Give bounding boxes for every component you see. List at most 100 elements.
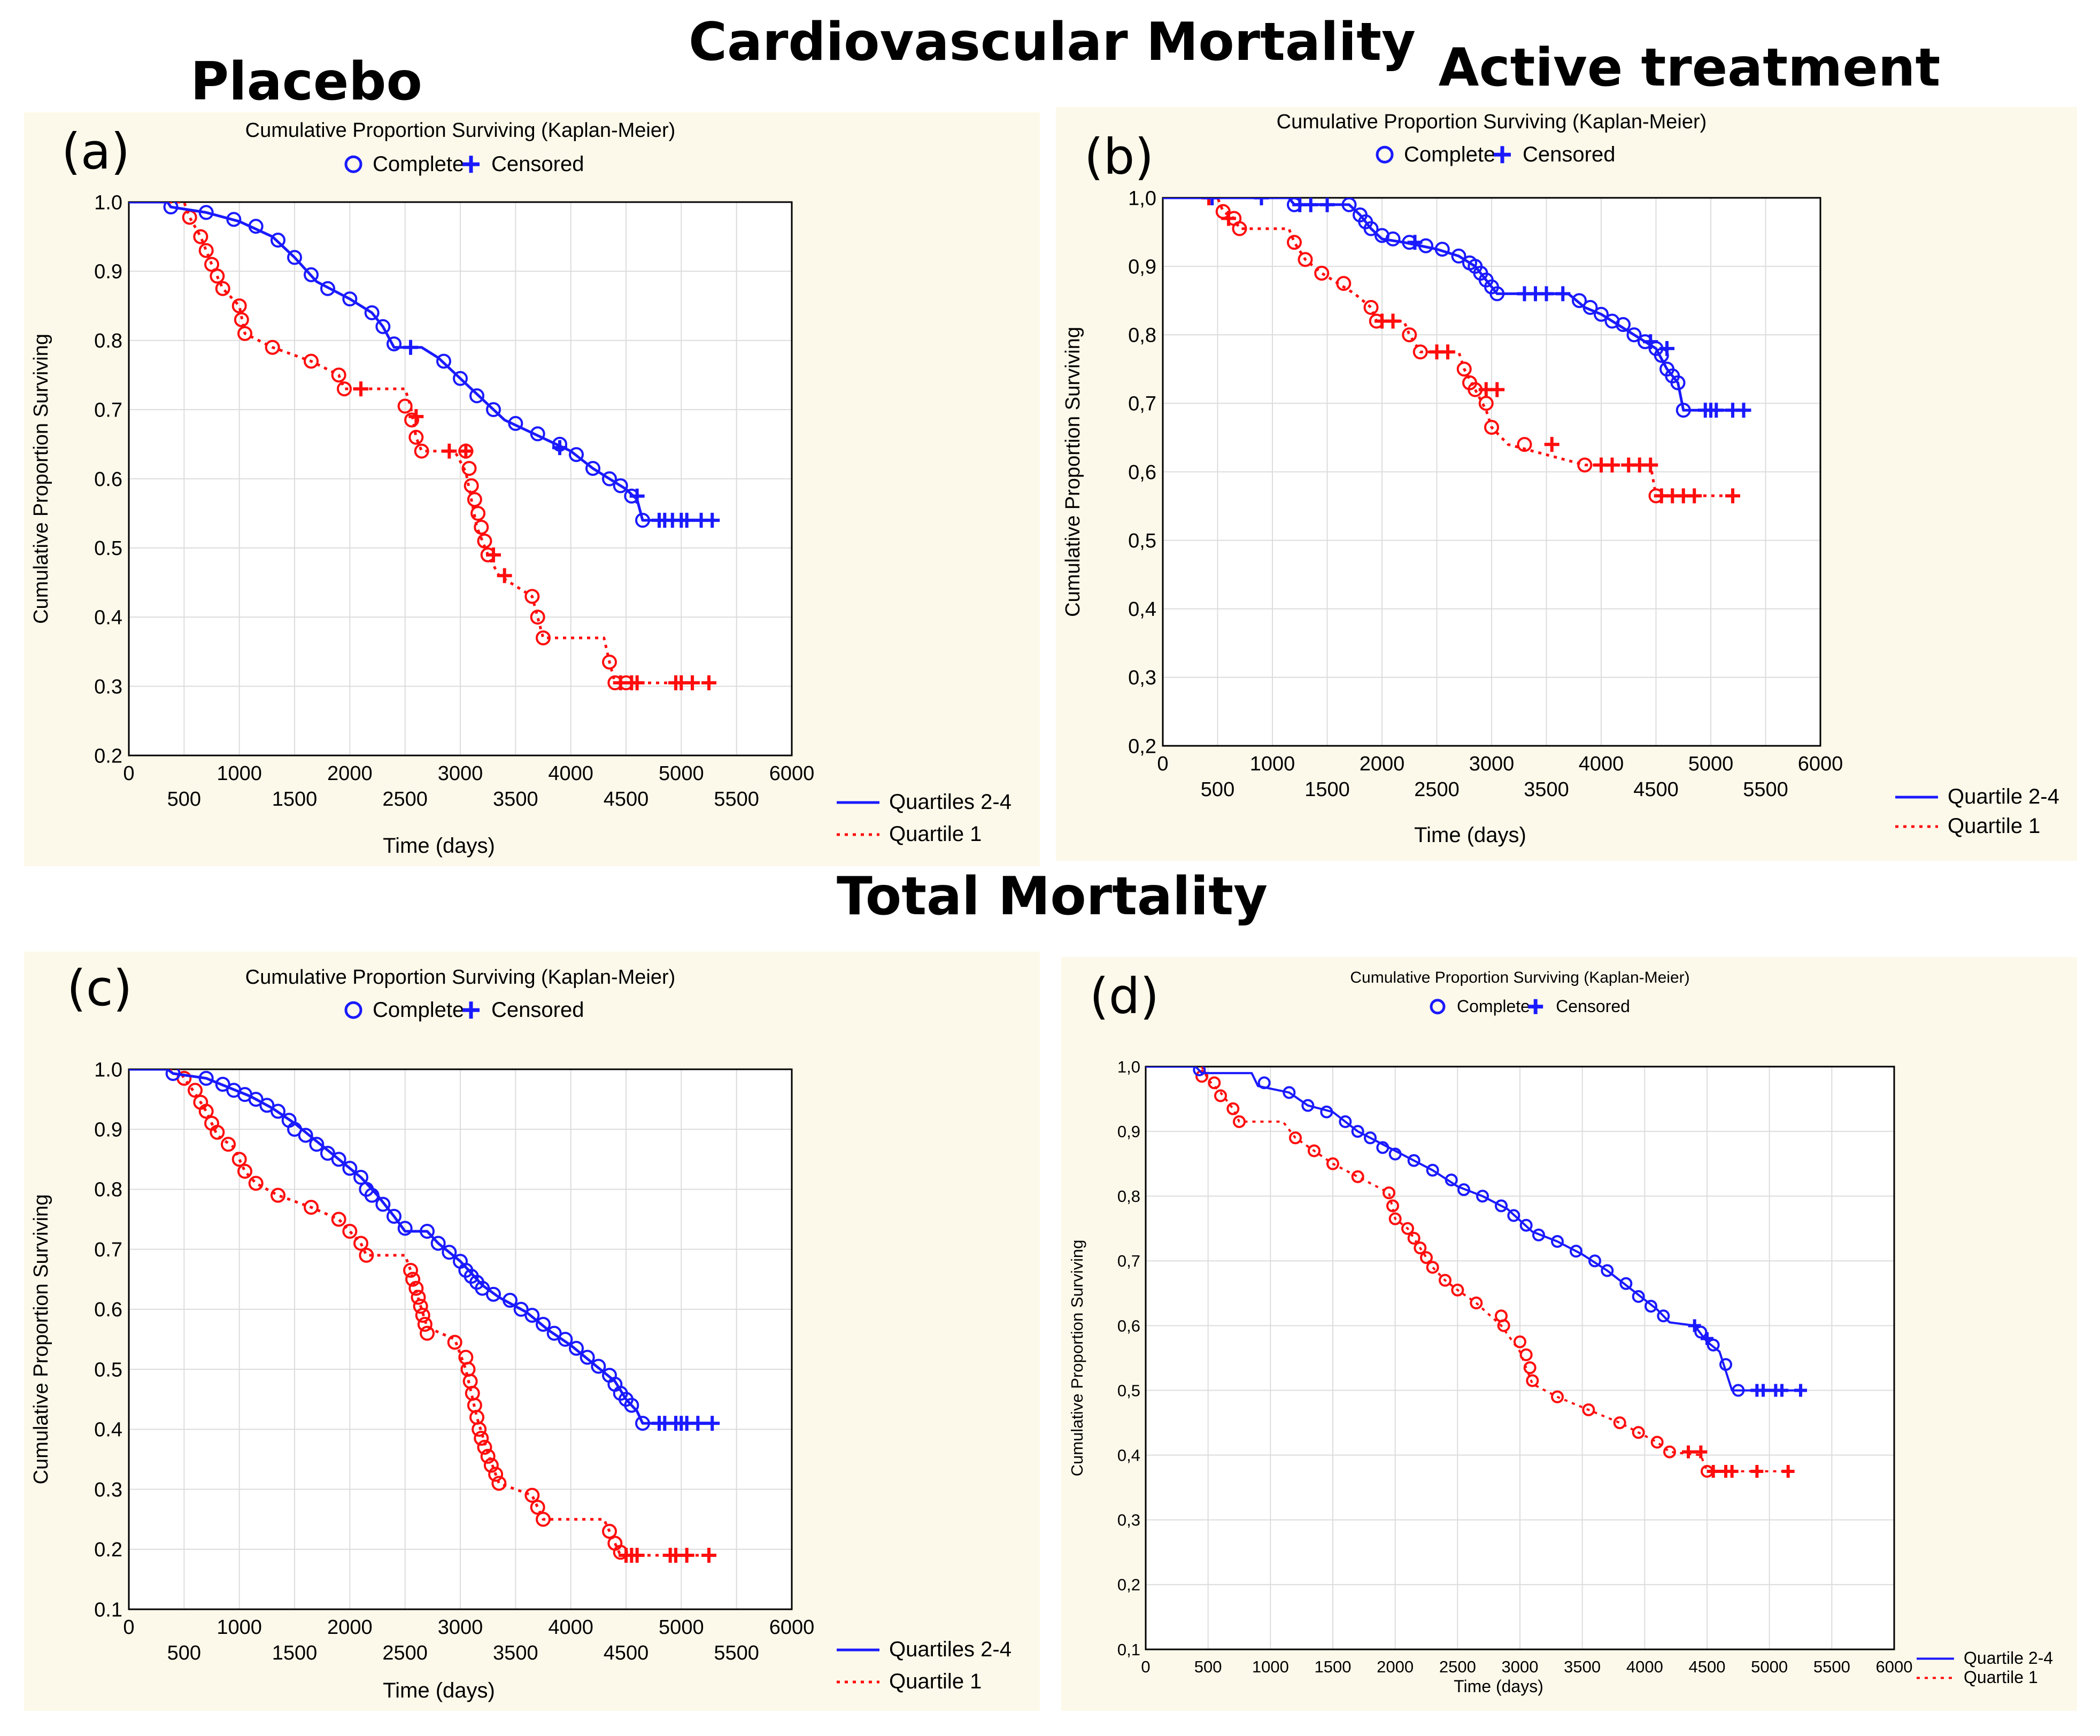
complete-event-marker	[387, 336, 402, 352]
complete-event-marker	[210, 1124, 225, 1140]
complete-event-marker	[467, 492, 482, 507]
censored-marker	[353, 381, 368, 397]
complete-event-marker	[1663, 1445, 1676, 1459]
panel-label-a: (a)	[61, 123, 130, 180]
x-tick-label: 4000	[548, 762, 593, 785]
chart-panel-b: Cumulative Proportion Surviving (Kaplan-…	[1056, 107, 2077, 861]
complete-event-marker	[364, 305, 380, 320]
complete-event-marker	[331, 1152, 346, 1167]
plot-frame	[1162, 197, 1821, 747]
complete-event-marker	[331, 1212, 346, 1227]
complete-event-marker	[1363, 221, 1379, 236]
complete-event-marker	[1208, 1076, 1221, 1090]
complete-event-marker	[337, 381, 352, 397]
complete-event-marker	[403, 1262, 418, 1278]
panel-label-d: (d)	[1090, 968, 1160, 1025]
legend-series-label: Quartiles 2-4	[889, 1638, 1012, 1661]
censored-marker	[1688, 1319, 1701, 1332]
x-tick-label: 1000	[1250, 753, 1295, 775]
legend-series-label: Quartile 1	[1948, 814, 2040, 838]
x-tick-label: 2500	[1414, 778, 1460, 801]
survival-curve-line	[1146, 1067, 1807, 1392]
complete-event-marker	[198, 1070, 214, 1086]
complete-event-marker	[524, 1487, 540, 1503]
complete-event-marker	[215, 1077, 230, 1092]
complete-event-marker	[198, 243, 214, 258]
censored-marker	[1555, 286, 1571, 302]
complete-event-marker	[1257, 1076, 1271, 1090]
x-tick-label: 5500	[1743, 778, 1788, 801]
complete-event-marker	[602, 1524, 617, 1539]
plot-frame	[1145, 1066, 1895, 1650]
y-axis-label: Cumulative Proportion Surviving	[1062, 327, 1084, 617]
legend-series-label: Quartile 1	[1964, 1668, 2038, 1687]
y-tick-label: 0.1	[94, 1599, 122, 1621]
plot-frame	[128, 201, 793, 757]
complete-event-marker	[397, 1221, 413, 1236]
complete-event-marker	[1650, 1436, 1664, 1449]
complete-event-marker	[1426, 1261, 1439, 1274]
censored-marker	[1781, 1464, 1795, 1478]
y-axis-label: Cumulative Proportion Surviving	[30, 334, 52, 624]
complete-event-marker	[1320, 1105, 1333, 1118]
complete-event-marker	[1376, 1141, 1389, 1154]
complete-event-marker	[387, 1208, 402, 1224]
y-tick-label: 0,4	[1128, 598, 1156, 621]
complete-event-marker	[215, 281, 230, 296]
x-tick-label: 2000	[1360, 753, 1405, 775]
x-tick-label: 1000	[217, 1616, 262, 1639]
complete-event-marker	[1341, 198, 1357, 212]
chart-title: Cumulative Proportion Surviving (Kaplan-…	[1277, 111, 1707, 133]
censored-marker	[701, 1548, 716, 1563]
censored-marker	[629, 488, 645, 504]
legend-series-label: Quartiles 2-4	[889, 790, 1012, 814]
complete-event-marker	[1385, 231, 1401, 246]
complete-event-marker	[353, 1236, 368, 1251]
complete-event-marker	[231, 298, 247, 314]
censored-marker	[1757, 1384, 1770, 1397]
censored-marker	[679, 1548, 694, 1563]
complete-event-marker	[1287, 235, 1302, 250]
complete-event-marker	[483, 1457, 499, 1473]
complete-event-marker	[1484, 420, 1499, 435]
complete-event-marker	[1601, 1264, 1614, 1277]
y-axis-label: Cumulative Proportion Surviving	[1068, 1240, 1086, 1477]
y-tick-label: 0.4	[94, 607, 122, 629]
censored-marker	[1254, 198, 1269, 205]
complete-event-marker	[1439, 1274, 1452, 1287]
complete-event-marker	[508, 416, 523, 431]
complete-event-marker	[1594, 306, 1609, 322]
complete-event-marker	[635, 513, 650, 528]
complete-event-marker	[1489, 286, 1505, 302]
censored-marker	[497, 568, 512, 583]
complete-event-marker	[1670, 375, 1686, 390]
censored-marker	[1489, 382, 1505, 397]
y-tick-label: 0,9	[1117, 1122, 1140, 1141]
complete-event-marker	[536, 1316, 551, 1332]
complete-event-marker	[408, 429, 424, 445]
legend-complete-label: Complete	[1404, 143, 1495, 166]
complete-event-marker	[342, 1224, 358, 1239]
y-tick-label: 1.0	[94, 191, 122, 214]
complete-event-marker	[309, 1137, 325, 1152]
y-tick-label: 0.2	[94, 1539, 122, 1561]
censored-marker	[1775, 1384, 1788, 1397]
x-tick-label: 2500	[382, 1642, 428, 1664]
chart-panel-d: Cumulative Proportion Surviving (Kaplan-…	[1061, 957, 2077, 1711]
column-label-active-treatment: Active treatment	[1438, 37, 1941, 98]
censored-marker	[1694, 1445, 1708, 1459]
complete-event-marker	[486, 1286, 501, 1302]
y-tick-label: 0,3	[1117, 1511, 1140, 1530]
y-tick-label: 0,2	[1128, 735, 1156, 758]
complete-event-marker	[524, 1308, 540, 1323]
km-chart-d: Cumulative Proportion Surviving (Kaplan-…	[1068, 969, 2053, 1696]
x-tick-label: 4000	[1579, 753, 1624, 775]
x-axis-label: Time (days)	[1414, 823, 1526, 847]
legend-censored-icon	[1528, 999, 1543, 1014]
complete-event-marker	[420, 1224, 435, 1239]
complete-event-marker	[1507, 1209, 1520, 1222]
complete-event-marker	[503, 1293, 518, 1308]
censored-marker	[1701, 1332, 1713, 1345]
x-tick-label: 4500	[1689, 1657, 1726, 1676]
complete-event-marker	[1632, 1426, 1645, 1439]
